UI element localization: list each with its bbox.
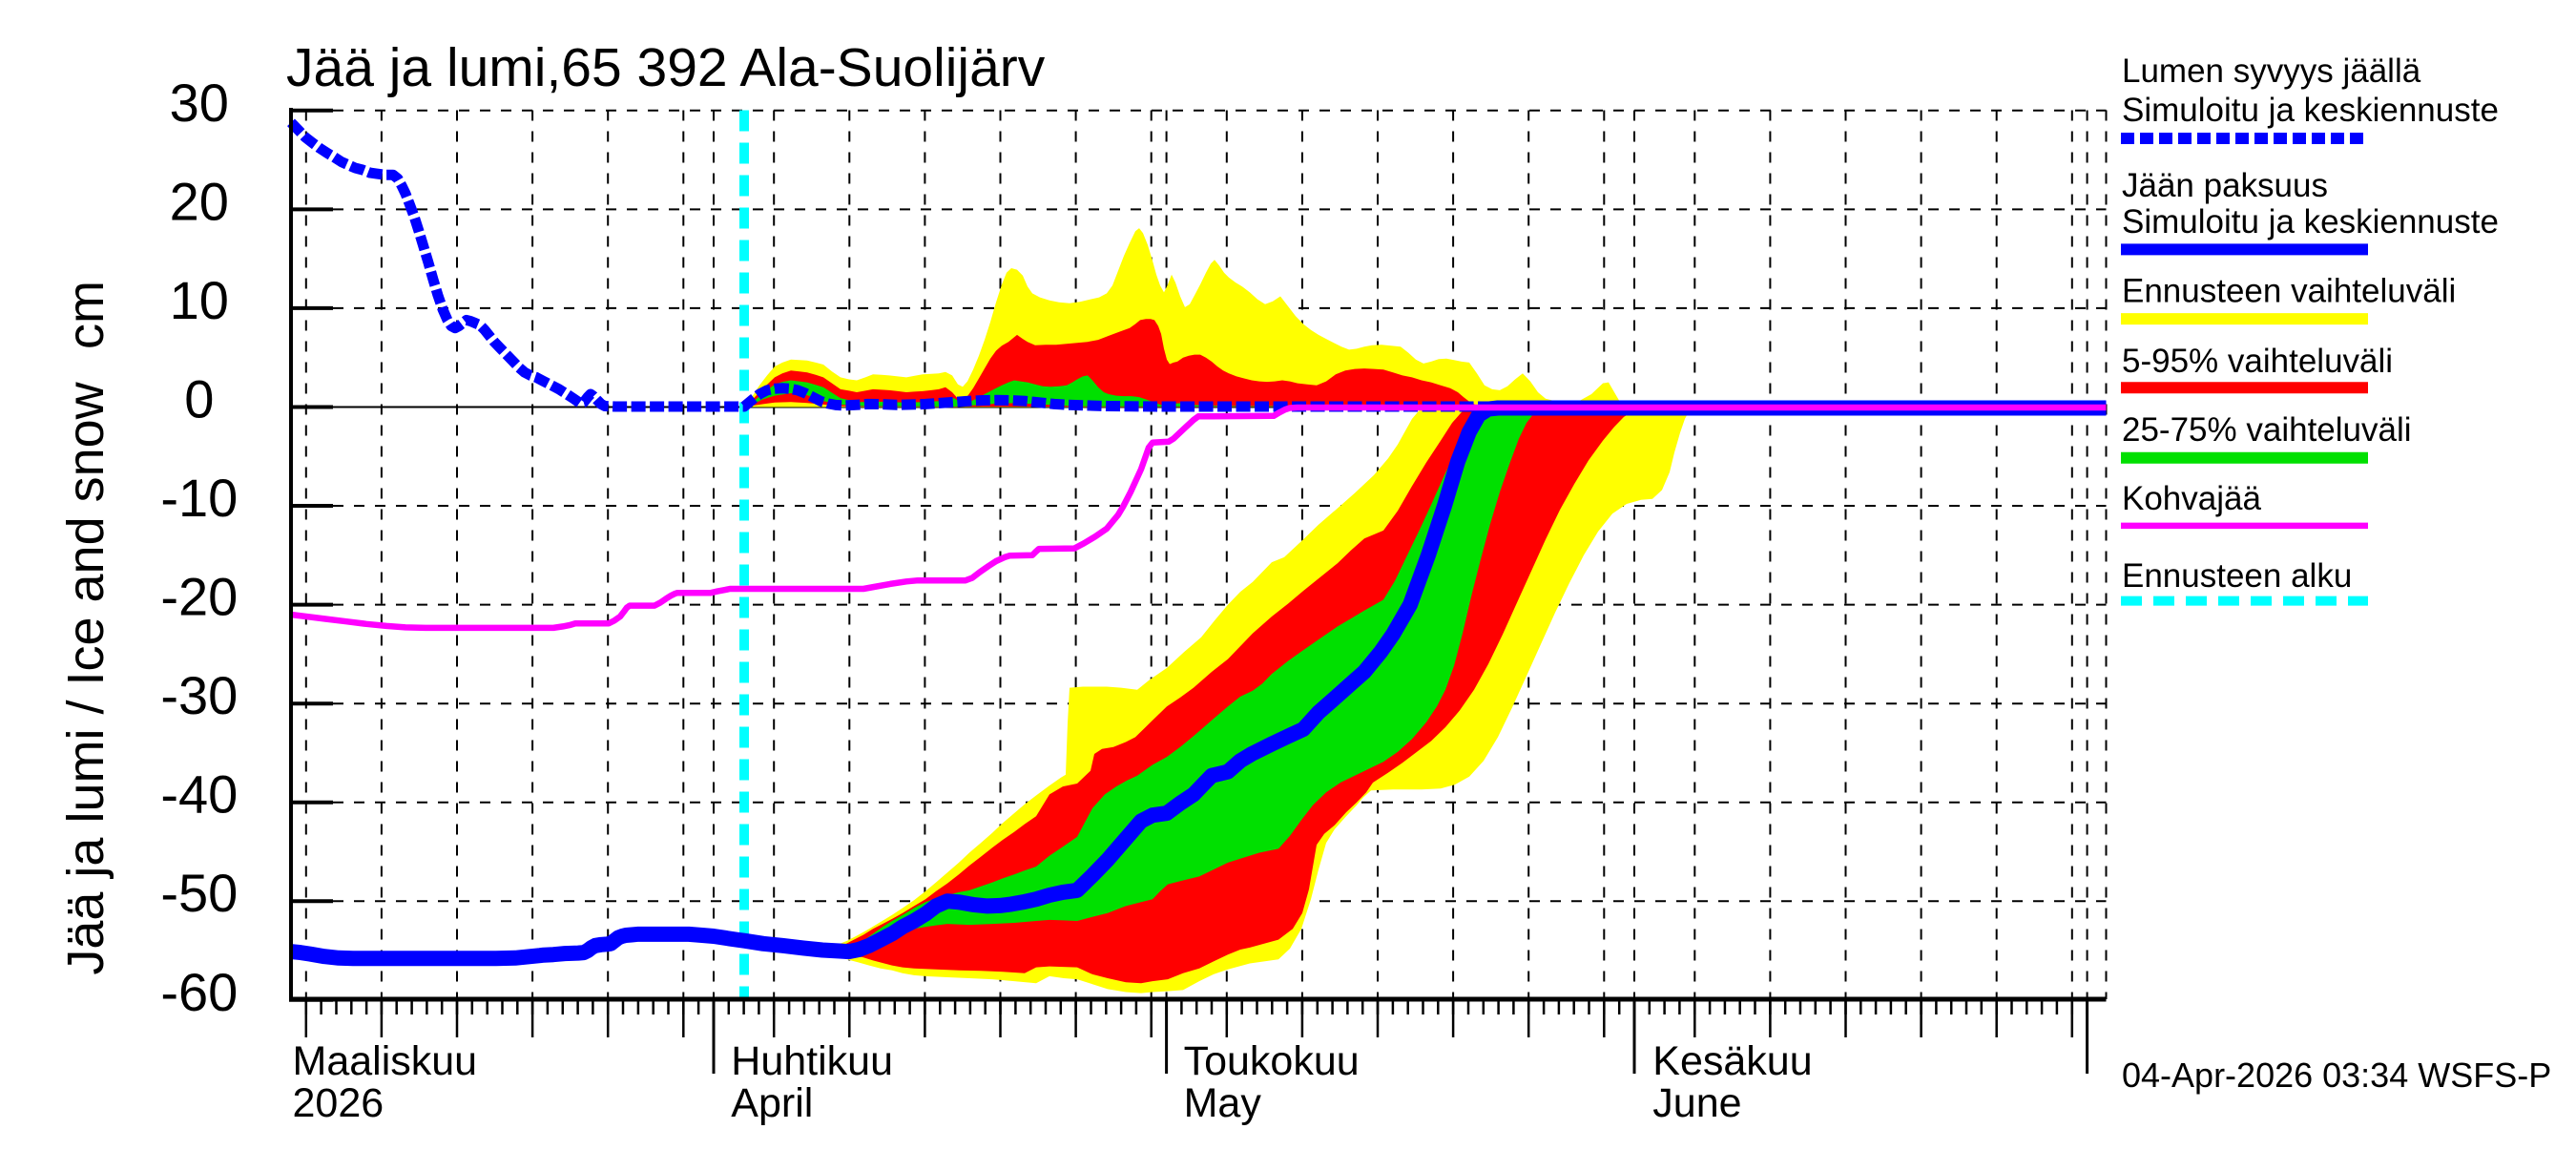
svg-text:10: 10 [170, 270, 229, 330]
svg-text:Ennusteen alku: Ennusteen alku [2122, 557, 2352, 595]
svg-text:25-75% vaihteluväli: 25-75% vaihteluväli [2122, 411, 2412, 449]
svg-text:Maaliskuu: Maaliskuu [293, 1038, 478, 1084]
svg-text:Ennusteen vaihteluväli: Ennusteen vaihteluväli [2122, 273, 2456, 310]
svg-text:5-95% vaihteluväli: 5-95% vaihteluväli [2122, 343, 2393, 380]
svg-text:April: April [731, 1080, 813, 1126]
svg-text:-40: -40 [160, 764, 238, 825]
svg-text:04-Apr-2026 03:34 WSFS-P: 04-Apr-2026 03:34 WSFS-P [2122, 1056, 2551, 1095]
svg-text:2026: 2026 [293, 1080, 384, 1126]
svg-text:Simuloitu ja keskiennuste: Simuloitu ja keskiennuste [2122, 92, 2499, 129]
svg-text:0: 0 [184, 369, 214, 429]
svg-text:-50: -50 [160, 863, 238, 923]
svg-text:June: June [1652, 1080, 1741, 1126]
svg-text:-10: -10 [160, 468, 238, 528]
svg-text:-30: -30 [160, 665, 238, 725]
svg-text:Lumen syvyys jäällä: Lumen syvyys jäällä [2122, 52, 2421, 90]
svg-text:Jää ja lumi,65 392 Ala-Suolijä: Jää ja lumi,65 392 Ala-Suolijärv [286, 37, 1046, 98]
svg-text:Kohvajää: Kohvajää [2122, 480, 2261, 517]
svg-text:30: 30 [170, 73, 229, 133]
svg-text:20: 20 [170, 171, 229, 231]
svg-text:-60: -60 [160, 962, 238, 1022]
svg-text:May: May [1184, 1080, 1262, 1126]
svg-text:Kesäkuu: Kesäkuu [1652, 1038, 1812, 1084]
svg-text:Jään paksuus: Jään paksuus [2122, 167, 2328, 204]
svg-text:Huhtikuu: Huhtikuu [731, 1038, 893, 1084]
svg-text:-20: -20 [160, 567, 238, 627]
svg-text:Toukokuu: Toukokuu [1184, 1038, 1360, 1084]
svg-text:cm: cm [57, 281, 114, 349]
svg-text:Simuloitu ja keskiennuste: Simuloitu ja keskiennuste [2122, 203, 2499, 240]
svg-text:Jää ja lumi / Ice and snow: Jää ja lumi / Ice and snow [57, 381, 114, 974]
